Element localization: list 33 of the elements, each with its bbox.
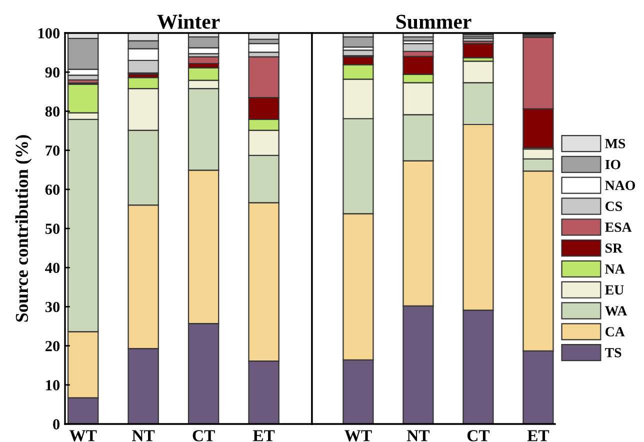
y-tick-label: 70 <box>46 145 60 156</box>
x-tick-label: ET <box>252 430 275 442</box>
y-tick-label: 30 <box>45 302 60 312</box>
x-tick-label: ET <box>527 430 550 442</box>
y-tick-label: 80 <box>45 106 60 117</box>
x-tick-label: NT <box>132 430 155 442</box>
y-tick-label: 50 <box>45 224 60 234</box>
chart-title: Winter <box>157 14 220 29</box>
y-axis-title: Source contribution (%) <box>15 135 32 322</box>
legend-label: ESA <box>605 222 632 232</box>
x-tick-label: CT <box>467 430 490 442</box>
legend-label: WA <box>605 306 628 316</box>
legend-label: NAO <box>605 180 636 190</box>
legend-label: EU <box>605 285 624 295</box>
x-tick-label: NT <box>406 430 430 442</box>
legend-label: NA <box>605 264 625 274</box>
y-tick-label: 0 <box>53 419 60 430</box>
legend-label: CS <box>606 202 622 211</box>
y-tick-label: 40 <box>45 262 60 274</box>
chart-title: Summer <box>396 14 472 29</box>
x-tick-label: WT <box>69 430 97 442</box>
legend-label: MS <box>605 138 626 148</box>
y-tick-label: 20 <box>46 340 60 352</box>
y-tick-label: 100 <box>38 28 60 38</box>
x-tick-label: CT <box>192 430 215 442</box>
legend-label: SR <box>606 243 623 253</box>
legend-label: TS <box>605 348 622 358</box>
legend-label: CA <box>606 327 625 336</box>
y-tick-label: 10 <box>46 380 60 390</box>
x-tick-label: WT <box>344 430 372 442</box>
y-tick-label: 60 <box>45 184 60 195</box>
legend-label: IO <box>605 160 620 170</box>
y-tick-label: 90 <box>45 67 60 78</box>
